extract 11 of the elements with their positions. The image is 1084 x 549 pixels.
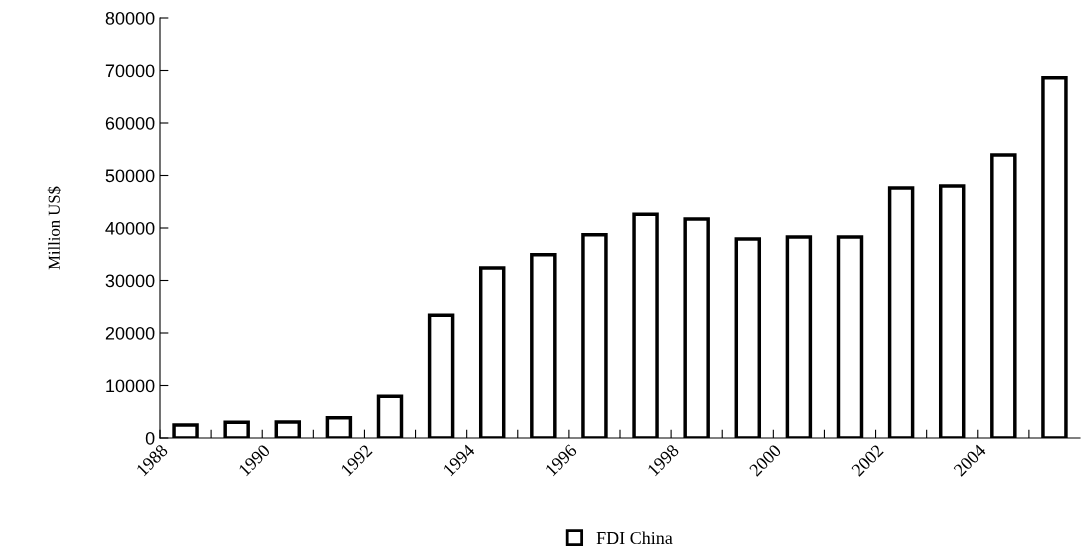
y-tick-label: 50000 xyxy=(105,169,155,183)
y-tick-label: 30000 xyxy=(105,274,155,288)
y-tick-label: 70000 xyxy=(105,64,155,78)
y-tick-label: 10000 xyxy=(106,379,155,393)
y-axis-title: Million US$ xyxy=(47,186,61,270)
y-tick-label: 0 xyxy=(145,431,155,445)
y-tick-label: 40000 xyxy=(105,221,155,235)
legend-label: FDI China xyxy=(596,531,673,545)
y-tick-label: 20000 xyxy=(105,326,155,340)
y-tick-label: 60000 xyxy=(105,116,155,130)
y-tick-label: 80000 xyxy=(105,11,155,25)
